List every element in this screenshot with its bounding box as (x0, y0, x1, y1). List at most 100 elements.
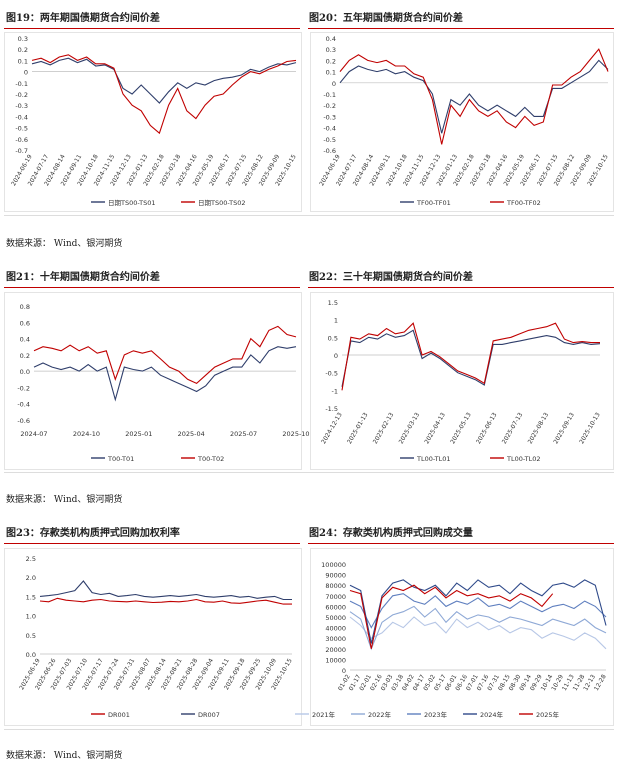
y-tick-label: 70000 (325, 593, 346, 601)
y-tick-label: -0.5 (323, 136, 336, 144)
y-tick-label: 2.5 (26, 555, 36, 563)
y-tick-label: 0 (24, 69, 28, 77)
y-tick-label: -1 (332, 387, 338, 395)
y-tick-label: 0.0 (26, 651, 36, 659)
series-line (39, 580, 292, 601)
fig22-title: 图22：三十年期国债期货合约间价差 (309, 272, 473, 283)
row3-source: 数据来源： Wind、银河期货 (6, 751, 123, 761)
y-tick-label: 20000 (325, 646, 346, 654)
row1-source: 数据来源： Wind、银河期货 (6, 239, 123, 249)
y-tick-label: -0.2 (323, 102, 336, 110)
fig21-rule (4, 287, 300, 288)
fig19-rule (4, 28, 300, 29)
y-tick-label: -0.4 (17, 401, 30, 409)
row2-bottom-rule (4, 472, 614, 473)
series-line (349, 616, 607, 650)
y-tick-label: 0.0 (20, 368, 30, 376)
y-tick-label: 0.4 (326, 35, 336, 43)
x-tick-label: 2025-10 (282, 430, 309, 438)
series-line (349, 579, 607, 644)
chart-frame (4, 32, 302, 212)
legend-label: TL00-TL01 (416, 455, 450, 463)
y-tick-label: 0 (334, 352, 338, 360)
legend-label: 日期TS00-TS02 (198, 199, 245, 207)
x-tick-label: 2024-07 (20, 430, 47, 438)
legend-label: 2023年 (424, 710, 448, 719)
series-line (33, 325, 297, 385)
series-line (349, 605, 607, 651)
y-tick-label: 0.5 (328, 334, 338, 342)
y-tick-label: 1.5 (328, 299, 338, 307)
series-line (341, 329, 601, 387)
x-tick-label: 2025-10-13 (578, 411, 602, 445)
legend-label: 2021年 (312, 710, 336, 719)
series-line (349, 593, 607, 629)
series-line (33, 346, 297, 402)
series-line (31, 57, 297, 104)
y-tick-label: -0.3 (15, 102, 28, 110)
y-tick-label: -0.5 (15, 125, 28, 133)
y-tick-label: 0.5 (26, 632, 36, 640)
x-tick-label: 2025-04 (178, 430, 205, 438)
y-tick-label: -0.1 (15, 80, 28, 88)
legend-label: 2025年 (536, 710, 560, 719)
y-tick-label: 80000 (325, 582, 346, 590)
x-tick-label: 2024-12-13 (320, 411, 344, 445)
fig19-title: 图19：两年期国债期货合约间价差 (6, 13, 160, 24)
y-tick-label: 1.0 (26, 613, 36, 621)
y-tick-label: 0.4 (20, 336, 30, 344)
y-tick-label: 60000 (325, 603, 346, 611)
series-line (349, 584, 554, 649)
legend-label: TF00-TF02 (506, 199, 541, 207)
series-line (39, 597, 292, 605)
row3-bottom-rule (4, 729, 614, 730)
y-tick-label: 0 (332, 80, 336, 88)
legend-label: T00-T01 (107, 455, 134, 463)
y-tick-label: 1.5 (26, 593, 36, 601)
series-line (31, 54, 297, 135)
y-tick-label: 40000 (325, 625, 346, 633)
legend-label: 2022年 (368, 710, 392, 719)
chart-frame (310, 548, 614, 726)
legend-label: TL00-TL02 (506, 455, 540, 463)
chart-frame (310, 32, 614, 212)
series-line (339, 59, 609, 134)
x-tick-label: 2025-01-13 (346, 411, 370, 445)
fig23-title: 图23：存款类机构质押式回购加权利率 (6, 528, 180, 539)
y-tick-label: 10000 (325, 656, 346, 664)
y-tick-label: 0.3 (326, 46, 336, 54)
chart-frame (4, 292, 302, 470)
fig20-title: 图20：五年期国债期货合约间价差 (309, 13, 463, 24)
legend-label: DR001 (108, 711, 130, 719)
x-tick-label: 2025-01 (125, 430, 152, 438)
y-tick-label: -0.4 (15, 113, 28, 121)
fig20-rule (308, 28, 614, 29)
y-tick-label: -0.6 (17, 417, 30, 425)
fig22-rule (308, 287, 614, 288)
y-tick-label: -1.5 (325, 405, 338, 413)
legend-label: DR007 (198, 711, 220, 719)
fig23-chart: 2.52.01.51.00.50.02025-06-192025-06-2620… (4, 548, 302, 726)
legend-label: T00-T02 (197, 455, 224, 463)
y-tick-label: -0.6 (15, 136, 28, 144)
y-tick-label: 0 (342, 667, 346, 675)
x-tick-label: 2025-06-13 (475, 411, 499, 445)
y-tick-label: 0.1 (18, 57, 28, 65)
y-tick-label: 0.2 (18, 46, 28, 54)
y-tick-label: -0.2 (17, 384, 30, 392)
legend-label: 2024年 (480, 710, 504, 719)
row2-source: 数据来源： Wind、银河期货 (6, 495, 123, 505)
y-tick-label: 90000 (325, 572, 346, 580)
y-tick-label: 30000 (325, 635, 346, 643)
fig20-chart: 0.40.30.20.10-0.1-0.2-0.3-0.4-0.5-0.6202… (310, 32, 614, 212)
chart-frame (4, 548, 302, 726)
y-tick-label: 0.2 (326, 57, 336, 65)
series-line (341, 322, 600, 391)
y-tick-label: -0.2 (15, 91, 28, 99)
legend-label: TF00-TF01 (416, 199, 451, 207)
legend-label: 日期TS00-TS01 (108, 199, 155, 207)
fig24-chart: 1000009000080000700006000050000400003000… (295, 548, 614, 726)
x-tick-label: 2025-09-13 (552, 411, 576, 445)
y-tick-label: 2.0 (26, 574, 36, 582)
